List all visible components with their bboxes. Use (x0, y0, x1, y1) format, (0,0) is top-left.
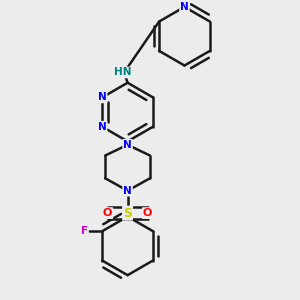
Text: O: O (143, 208, 152, 218)
Text: S: S (123, 207, 132, 220)
Text: HN: HN (114, 68, 131, 77)
Text: N: N (180, 2, 189, 12)
Text: O: O (103, 208, 112, 218)
Text: N: N (98, 92, 106, 102)
Text: N: N (98, 122, 106, 132)
Text: N: N (123, 186, 132, 196)
Text: N: N (123, 140, 132, 150)
Text: F: F (81, 226, 88, 236)
